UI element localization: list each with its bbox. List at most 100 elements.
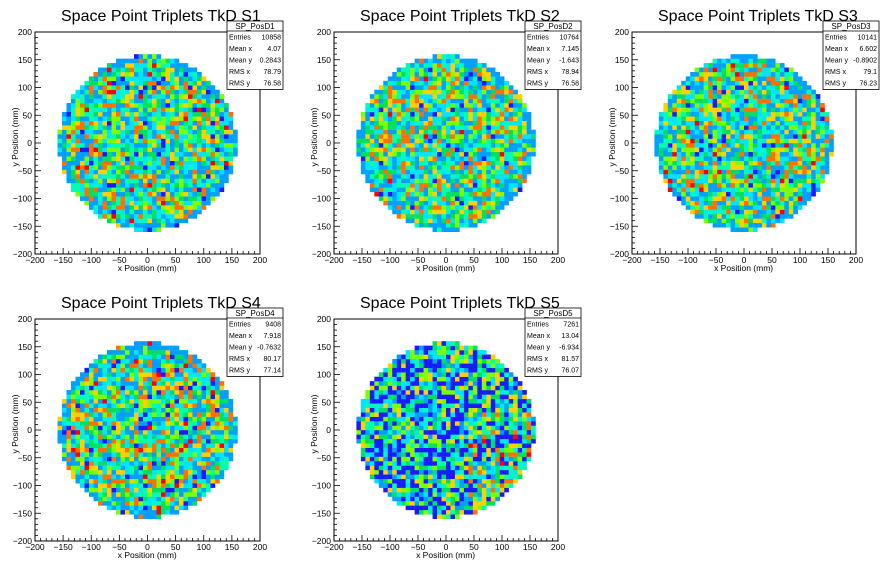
heatmap-cell: [111, 196, 117, 201]
heatmap-cell: [797, 191, 803, 197]
heatmap-cell: [174, 501, 180, 506]
heatmap-cell: [450, 54, 456, 59]
heatmap-cell: [174, 416, 180, 422]
heatmap-cell: [708, 63, 713, 68]
heatmap-cell: [129, 129, 135, 135]
heatmap-cell: [134, 465, 139, 471]
heatmap-cell: [432, 67, 438, 73]
stats-value: 79.1: [863, 69, 877, 76]
heatmap-cell: [161, 85, 166, 90]
heatmap-cell: [793, 89, 798, 95]
heatmap-cell: [712, 214, 718, 219]
heatmap-cell: [107, 443, 112, 448]
heatmap-cell: [490, 165, 496, 170]
heatmap-cell: [788, 89, 794, 95]
heatmap-cell: [134, 222, 139, 228]
heatmap-cell: [179, 421, 184, 426]
heatmap-cell: [219, 461, 225, 466]
heatmap-cell: [93, 430, 99, 435]
heatmap-cell: [102, 474, 108, 480]
heatmap-cell: [93, 376, 99, 382]
heatmap-cell: [699, 200, 704, 206]
heatmap-cell: [477, 205, 483, 210]
heatmap-cell: [93, 151, 99, 157]
heatmap-cell: [210, 483, 216, 488]
heatmap-cell: [89, 116, 94, 121]
heatmap-cell: [472, 205, 478, 210]
y-tick-label: −150: [13, 221, 32, 231]
heatmap-cell: [685, 178, 691, 184]
heatmap-cell: [192, 89, 198, 95]
heatmap-cell: [206, 430, 211, 435]
heatmap-cell: [829, 138, 834, 144]
heatmap-cell: [174, 367, 180, 373]
heatmap-cell: [414, 89, 420, 95]
heatmap-cell: [116, 222, 121, 228]
heatmap-cell: [419, 80, 424, 86]
heatmap-cell: [681, 103, 686, 108]
heatmap-cell: [192, 209, 198, 215]
heatmap-cell: [201, 443, 207, 448]
heatmap-cell: [102, 363, 108, 369]
heatmap-cell: [730, 89, 736, 95]
heatmap-cell: [414, 134, 420, 139]
heatmap-cell: [499, 156, 505, 161]
heatmap-cell: [80, 169, 85, 175]
heatmap-cell: [401, 94, 406, 99]
heatmap-cell: [75, 129, 81, 135]
heatmap-cell: [450, 174, 456, 179]
heatmap-cell: [446, 160, 451, 166]
heatmap-cell: [396, 138, 402, 144]
heatmap-cell: [730, 156, 736, 161]
heatmap-cell: [156, 120, 162, 126]
heatmap-cell: [685, 89, 691, 95]
heatmap-cell: [80, 191, 85, 197]
heatmap-cell: [708, 160, 713, 166]
y-tick-label: 100: [317, 83, 331, 93]
heatmap-cell: [138, 191, 144, 197]
heatmap-cell: [690, 178, 695, 184]
heatmap-cell: [215, 129, 220, 135]
heatmap-cell: [75, 98, 81, 104]
heatmap-cell: [219, 120, 225, 126]
heatmap-cell: [477, 178, 483, 184]
heatmap-cell: [143, 438, 148, 444]
heatmap-cell: [179, 209, 184, 215]
heatmap-cell: [66, 151, 72, 157]
heatmap-cell: [179, 367, 184, 373]
heatmap-cell: [165, 474, 171, 480]
heatmap-cell: [147, 354, 153, 360]
heatmap-cell: [75, 94, 81, 99]
heatmap-cell: [726, 169, 731, 175]
heatmap-cell: [405, 67, 411, 73]
heatmap-cell: [672, 103, 677, 108]
heatmap-cell: [120, 178, 126, 184]
heatmap-cell: [80, 147, 85, 153]
heatmap-cell: [120, 125, 126, 130]
heatmap-cell: [102, 407, 108, 413]
heatmap-cell: [120, 381, 126, 386]
heatmap-cell: [703, 85, 709, 90]
heatmap-cell: [752, 147, 758, 153]
heatmap-cell: [116, 116, 121, 121]
heatmap-cell: [170, 165, 175, 170]
heatmap-cell: [490, 178, 496, 184]
heatmap-cell: [116, 143, 121, 148]
heatmap-cell: [134, 147, 139, 153]
heatmap-cell: [183, 129, 189, 135]
heatmap-cell: [761, 120, 767, 126]
heatmap-cell: [183, 169, 189, 175]
heatmap-cell: [672, 120, 677, 126]
heatmap-cell: [432, 58, 438, 64]
heatmap-cell: [80, 134, 85, 139]
heatmap-cell: [414, 151, 420, 157]
heatmap-cell: [667, 129, 673, 135]
heatmap-cell: [712, 134, 718, 139]
heatmap-cell: [779, 120, 785, 126]
stats-label: RMS x: [825, 69, 847, 76]
heatmap-cell: [685, 187, 691, 193]
heatmap-cell: [125, 76, 130, 82]
heatmap-cell: [156, 187, 162, 193]
heatmap-cell: [143, 125, 148, 130]
heatmap-cell: [708, 147, 713, 153]
